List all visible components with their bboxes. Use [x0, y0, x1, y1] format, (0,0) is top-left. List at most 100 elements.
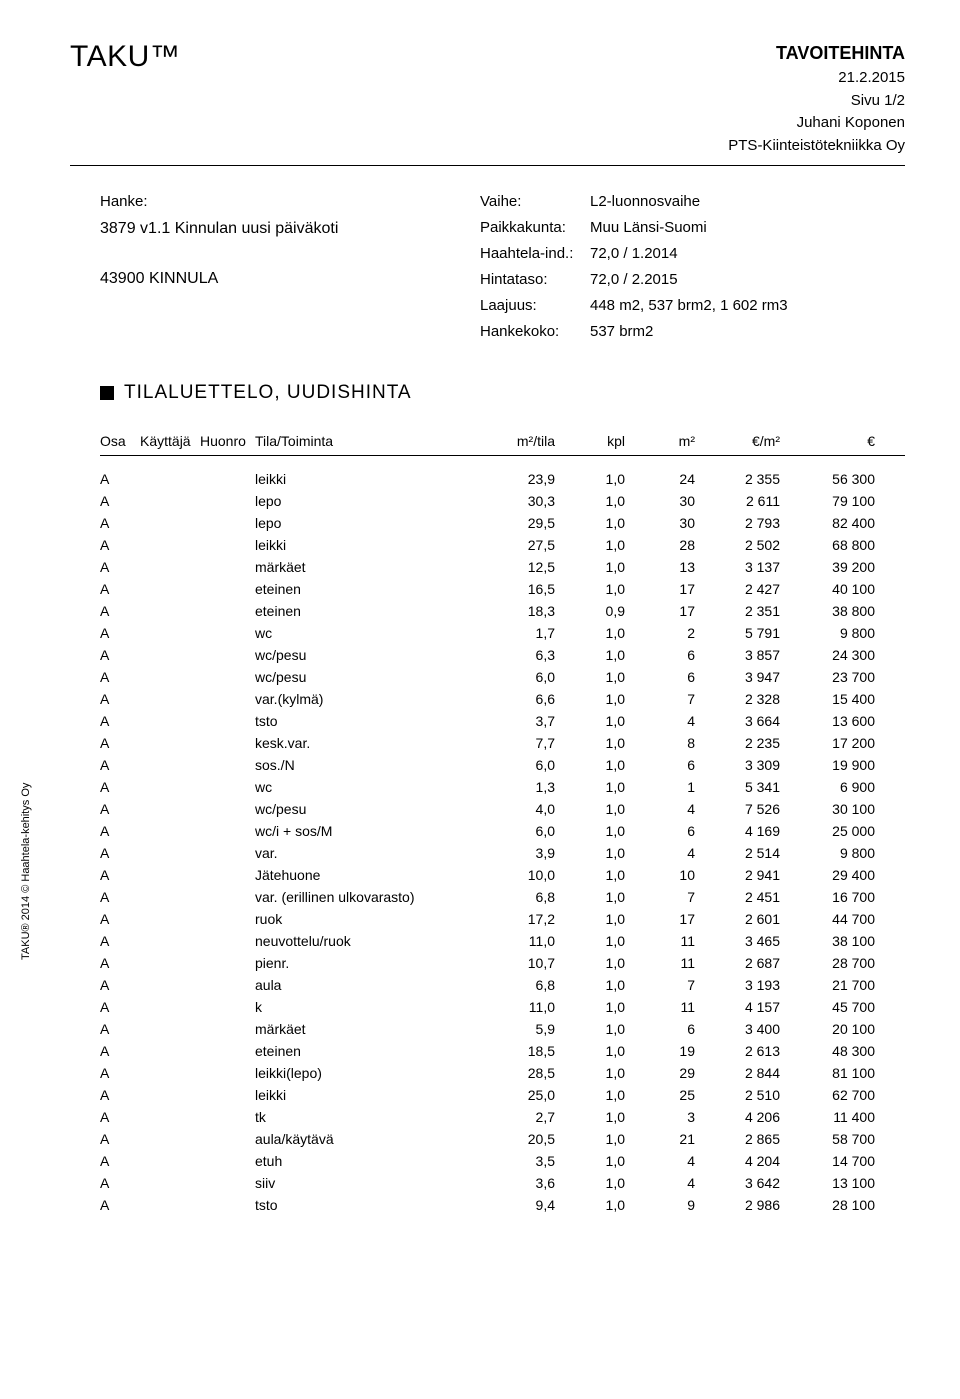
cell-m2t: 17,2	[475, 911, 555, 927]
cell-osa: A	[100, 647, 140, 663]
cell-kpl: 1,0	[555, 1109, 625, 1125]
cell-em2: 2 793	[695, 515, 780, 531]
cell-eur: 13 100	[780, 1175, 875, 1191]
hanke-name: 3879 v1.1 Kinnulan uusi päiväkoti	[100, 216, 420, 242]
meta-value: Muu Länsi-Suomi	[590, 216, 905, 240]
table-row: Asos./N6,01,063 30919 900	[100, 754, 905, 776]
cell-osa: A	[100, 559, 140, 575]
cell-m2: 4	[625, 1153, 695, 1169]
cell-tila: var. (erillinen ulkovarasto)	[255, 889, 475, 905]
cell-em2: 3 857	[695, 647, 780, 663]
cell-tila: neuvottelu/ruok	[255, 933, 475, 949]
cell-eur: 40 100	[780, 581, 875, 597]
cell-eur: 9 800	[780, 845, 875, 861]
table-row: Aeteinen18,51,0192 61348 300	[100, 1040, 905, 1062]
col-m2t: m²/tila	[475, 433, 555, 449]
cell-em2: 3 137	[695, 559, 780, 575]
cell-eur: 14 700	[780, 1153, 875, 1169]
cell-osa: A	[100, 493, 140, 509]
table-row: Awc/pesu6,01,063 94723 700	[100, 666, 905, 688]
cell-kpl: 1,0	[555, 735, 625, 751]
cell-m2: 4	[625, 713, 695, 729]
cell-eur: 56 300	[780, 471, 875, 487]
doc-page: Sivu 1/2	[728, 90, 905, 113]
col-tila: Tila/Toiminta	[255, 433, 475, 449]
cell-eur: 20 100	[780, 1021, 875, 1037]
cell-m2: 3	[625, 1109, 695, 1125]
cell-em2: 2 941	[695, 867, 780, 883]
cell-tila: kesk.var.	[255, 735, 475, 751]
cell-m2t: 3,9	[475, 845, 555, 861]
cell-tila: wc/i + sos/M	[255, 823, 475, 839]
cell-osa: A	[100, 933, 140, 949]
meta-value: 72,0 / 1.2014	[590, 242, 905, 266]
cell-kpl: 1,0	[555, 691, 625, 707]
table-row: Awc/i + sos/M6,01,064 16925 000	[100, 820, 905, 842]
cell-osa: A	[100, 1153, 140, 1169]
cell-m2: 17	[625, 581, 695, 597]
hanke-label: Hanke:	[100, 190, 420, 214]
cell-tila: wc/pesu	[255, 647, 475, 663]
cell-osa: A	[100, 1131, 140, 1147]
cell-osa: A	[100, 999, 140, 1015]
cell-m2: 30	[625, 493, 695, 509]
cell-m2t: 12,5	[475, 559, 555, 575]
cell-em2: 2 514	[695, 845, 780, 861]
cell-kpl: 1,0	[555, 823, 625, 839]
cell-kpl: 1,0	[555, 977, 625, 993]
cell-osa: A	[100, 779, 140, 795]
cell-tila: aula/käytävä	[255, 1131, 475, 1147]
cell-m2t: 16,5	[475, 581, 555, 597]
cell-m2t: 2,7	[475, 1109, 555, 1125]
col-kpl: kpl	[555, 433, 625, 449]
cell-m2: 6	[625, 757, 695, 773]
table-row: Awc1,71,025 7919 800	[100, 622, 905, 644]
table-row: Aleikki(lepo)28,51,0292 84481 100	[100, 1062, 905, 1084]
cell-kpl: 1,0	[555, 911, 625, 927]
table-row: Aeteinen16,51,0172 42740 100	[100, 578, 905, 600]
meta-value: 537 brm2	[590, 320, 905, 344]
col-kayt: Käyttäjä	[140, 433, 200, 449]
table-row: Avar.3,91,042 5149 800	[100, 842, 905, 864]
cell-m2t: 6,6	[475, 691, 555, 707]
cell-m2t: 27,5	[475, 537, 555, 553]
cell-osa: A	[100, 801, 140, 817]
cell-kpl: 1,0	[555, 801, 625, 817]
cell-tila: märkäet	[255, 1021, 475, 1037]
cell-osa: A	[100, 691, 140, 707]
table-row: Atsto3,71,043 66413 600	[100, 710, 905, 732]
cell-kpl: 1,0	[555, 1153, 625, 1169]
cell-tila: tsto	[255, 1197, 475, 1213]
cell-em2: 3 193	[695, 977, 780, 993]
cell-eur: 15 400	[780, 691, 875, 707]
table-row: Amärkäet12,51,0133 13739 200	[100, 556, 905, 578]
table-row: Aneuvottelu/ruok11,01,0113 46538 100	[100, 930, 905, 952]
meta-row: Hintataso:72,0 / 2.2015	[480, 268, 905, 292]
cell-osa: A	[100, 735, 140, 751]
cell-m2t: 1,3	[475, 779, 555, 795]
cell-tila: siiv	[255, 1175, 475, 1191]
cell-m2t: 3,6	[475, 1175, 555, 1191]
cell-m2t: 1,7	[475, 625, 555, 641]
cell-osa: A	[100, 1065, 140, 1081]
section-head: TILALUETTELO, UUDISHINTA	[100, 382, 905, 404]
cell-tila: Jätehuone	[255, 867, 475, 883]
cell-eur: 38 800	[780, 603, 875, 619]
cell-osa: A	[100, 889, 140, 905]
table-row: Aleikki27,51,0282 50268 800	[100, 534, 905, 556]
meta-left: Hanke: 3879 v1.1 Kinnulan uusi päiväkoti…	[100, 190, 420, 346]
cell-m2: 11	[625, 955, 695, 971]
meta-row: Vaihe:L2-luonnosvaihe	[480, 190, 905, 214]
cell-m2: 29	[625, 1065, 695, 1081]
cell-m2t: 30,3	[475, 493, 555, 509]
meta-key: Laajuus:	[480, 294, 590, 318]
table-row: Apienr.10,71,0112 68728 700	[100, 952, 905, 974]
cell-eur: 28 100	[780, 1197, 875, 1213]
cell-eur: 21 700	[780, 977, 875, 993]
cell-em2: 3 465	[695, 933, 780, 949]
cell-m2t: 6,8	[475, 977, 555, 993]
cell-kpl: 1,0	[555, 515, 625, 531]
cell-em2: 5 791	[695, 625, 780, 641]
cell-em2: 2 986	[695, 1197, 780, 1213]
cell-m2t: 18,5	[475, 1043, 555, 1059]
